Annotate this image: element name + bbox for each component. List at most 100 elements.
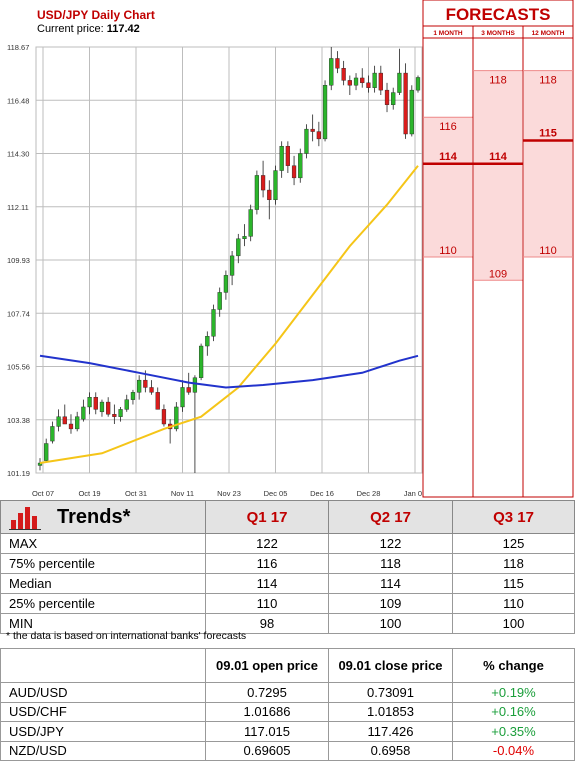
pair-label: USD/CHF — [0, 701, 206, 722]
x-tick-label: Dec 28 — [357, 489, 381, 498]
rates-table: 09.01 open price 09.01 close price % cha… — [0, 648, 575, 761]
cell-q2: 100 — [328, 613, 453, 634]
candle-body — [192, 377, 198, 393]
candle-body — [285, 145, 290, 166]
open-price: 117.015 — [205, 721, 329, 742]
candle-body — [130, 392, 136, 400]
trends-header-row: Trends* Q1 17 Q2 17 Q3 17 — [0, 500, 575, 534]
x-tick-label: Dec 16 — [310, 489, 334, 498]
forecast-median-label: 114 — [489, 151, 508, 163]
candle-body — [62, 416, 67, 425]
cell-q3: 110 — [452, 593, 575, 614]
current-price-value: 117.42 — [107, 23, 140, 35]
candle-body — [267, 189, 272, 201]
moving-average-yellow — [39, 165, 419, 464]
cell-q3: 125 — [452, 533, 575, 554]
candle-body — [279, 145, 284, 171]
y-tick-label: 109.93 — [7, 256, 30, 265]
open-price: 0.7295 — [205, 682, 329, 703]
candle-body — [415, 77, 421, 91]
candle-body — [409, 89, 414, 135]
forecast-min-label: 110 — [539, 245, 557, 257]
trends-table: Trends* Q1 17 Q2 17 Q3 17 MAX 122 122 12… — [0, 500, 575, 634]
trends-row-max: MAX 122 122 125 — [0, 533, 575, 554]
row-label: MAX — [0, 533, 206, 554]
cell-q1: 116 — [205, 553, 329, 574]
candle-body — [75, 416, 80, 430]
forecast-range-bar — [424, 117, 472, 257]
candle-body — [347, 80, 352, 86]
x-tick-label: Oct 19 — [78, 489, 100, 498]
candle-body — [273, 170, 278, 201]
row-label: Median — [0, 573, 206, 594]
candle-body — [81, 406, 86, 420]
candle-body — [353, 77, 359, 86]
close-price: 0.73091 — [328, 682, 453, 703]
trends-title-cell: Trends* — [0, 500, 206, 534]
rates-header-open: 09.01 open price — [205, 648, 329, 683]
candle-body — [106, 401, 111, 415]
candle-body — [161, 409, 167, 425]
candle-body — [198, 345, 204, 378]
trends-row-min: MIN 98 100 100 — [0, 613, 575, 634]
cell-q3: 115 — [452, 573, 575, 594]
y-tick-label: 101.19 — [7, 469, 30, 478]
open-price: 1.01686 — [205, 701, 329, 722]
candle-body — [360, 77, 365, 84]
candle-body — [180, 387, 185, 408]
x-tick-label: Dec 05 — [264, 489, 288, 498]
trends-header-q1: Q1 17 — [205, 500, 329, 534]
row-label: 75% percentile — [0, 553, 206, 574]
rates-row-usdchf: USD/CHF 1.01686 1.01853 +0.16% — [0, 701, 575, 722]
candle-body — [242, 236, 247, 239]
forecast-column-label: 1 MONTH — [433, 30, 463, 37]
cell-q2: 122 — [328, 533, 453, 554]
candle-body — [99, 401, 105, 413]
rates-header-empty — [0, 648, 206, 683]
candle-body — [50, 426, 55, 442]
rates-row-nzdusd: NZD/USD 0.69605 0.6958 -0.04% — [0, 740, 575, 761]
candle-body — [391, 92, 396, 105]
x-tick-label: Jan 09 — [404, 489, 427, 498]
candle-body — [112, 414, 117, 417]
close-price: 117.426 — [328, 721, 453, 742]
change-value: +0.16% — [452, 701, 575, 722]
bar-chart-icon — [9, 507, 41, 530]
candle-body — [37, 462, 43, 466]
row-label: MIN — [0, 613, 206, 634]
candle-body — [260, 175, 266, 191]
cell-q3: 100 — [452, 613, 575, 634]
candle-body — [329, 58, 334, 86]
cell-q2: 109 — [328, 593, 453, 614]
y-tick-label: 114.30 — [7, 150, 29, 159]
open-price: 0.69605 — [205, 740, 329, 761]
rates-row-audusd: AUD/USD 0.7295 0.73091 +0.19% — [0, 682, 575, 703]
candle-body — [137, 379, 142, 393]
candle-body — [291, 165, 297, 179]
forecast-range-bar — [474, 70, 522, 281]
y-tick-label: 103.38 — [7, 416, 30, 425]
candle-body — [87, 397, 92, 408]
rates-row-usdjpy: USD/JPY 117.015 117.426 +0.35% — [0, 721, 575, 742]
candle-body — [236, 238, 241, 257]
close-price: 0.6958 — [328, 740, 453, 761]
cell-q1: 98 — [205, 613, 329, 634]
forecast-min-label: 110 — [439, 245, 457, 257]
cell-q3: 118 — [452, 553, 575, 574]
candle-body — [229, 255, 235, 276]
candle-body — [304, 128, 309, 154]
candle-body — [118, 409, 123, 417]
y-tick-label: 118.67 — [7, 43, 29, 52]
forecast-max-label: 116 — [439, 121, 457, 133]
rates-header-close: 09.01 close price — [328, 648, 453, 683]
candle-body — [223, 275, 229, 293]
trends-footnote: * the data is based on international ban… — [6, 630, 247, 642]
candle-body — [186, 387, 191, 393]
rates-header-row: 09.01 open price 09.01 close price % cha… — [0, 648, 575, 683]
candle-body — [378, 72, 383, 91]
forecast-median-label: 114 — [439, 151, 458, 163]
trends-header-q2: Q2 17 — [328, 500, 453, 534]
candle-body — [366, 82, 371, 88]
candle-body — [68, 423, 74, 430]
forecast-column-label: 12 MONTH — [532, 30, 565, 37]
